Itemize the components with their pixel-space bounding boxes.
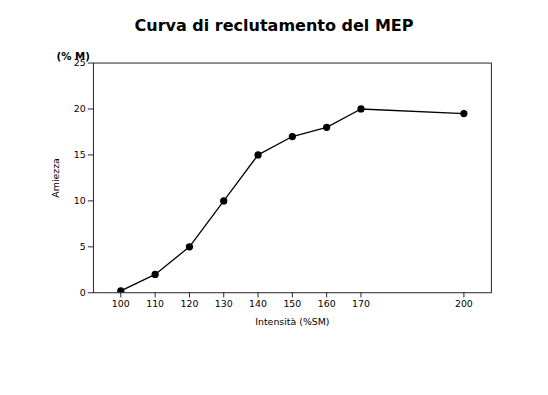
svg-text:10: 10 [74, 195, 86, 206]
svg-text:15: 15 [74, 149, 86, 160]
svg-text:140: 140 [249, 298, 267, 309]
svg-text:Amiezza: Amiezza [50, 158, 61, 198]
svg-text:130: 130 [215, 298, 233, 309]
svg-text:25: 25 [73, 57, 86, 69]
svg-text:100: 100 [112, 298, 130, 309]
svg-text:(% M): (% M) [57, 50, 90, 62]
svg-text:150: 150 [283, 298, 301, 309]
svg-text:160: 160 [318, 298, 336, 309]
html-text:Curva di reclutamento del MEP: Curva di reclutamento del MEP [134, 16, 414, 35]
svg-text:110: 110 [146, 298, 164, 309]
svg-text:20: 20 [74, 103, 86, 114]
svg-text:Intensità (%SM): Intensità (%SM) [255, 316, 329, 327]
svg-text:200: 200 [455, 298, 473, 309]
svg-text:0: 0 [80, 287, 86, 298]
svg-text:120: 120 [180, 298, 198, 309]
svg-text:170: 170 [352, 298, 370, 309]
svg-text:5: 5 [80, 241, 86, 252]
